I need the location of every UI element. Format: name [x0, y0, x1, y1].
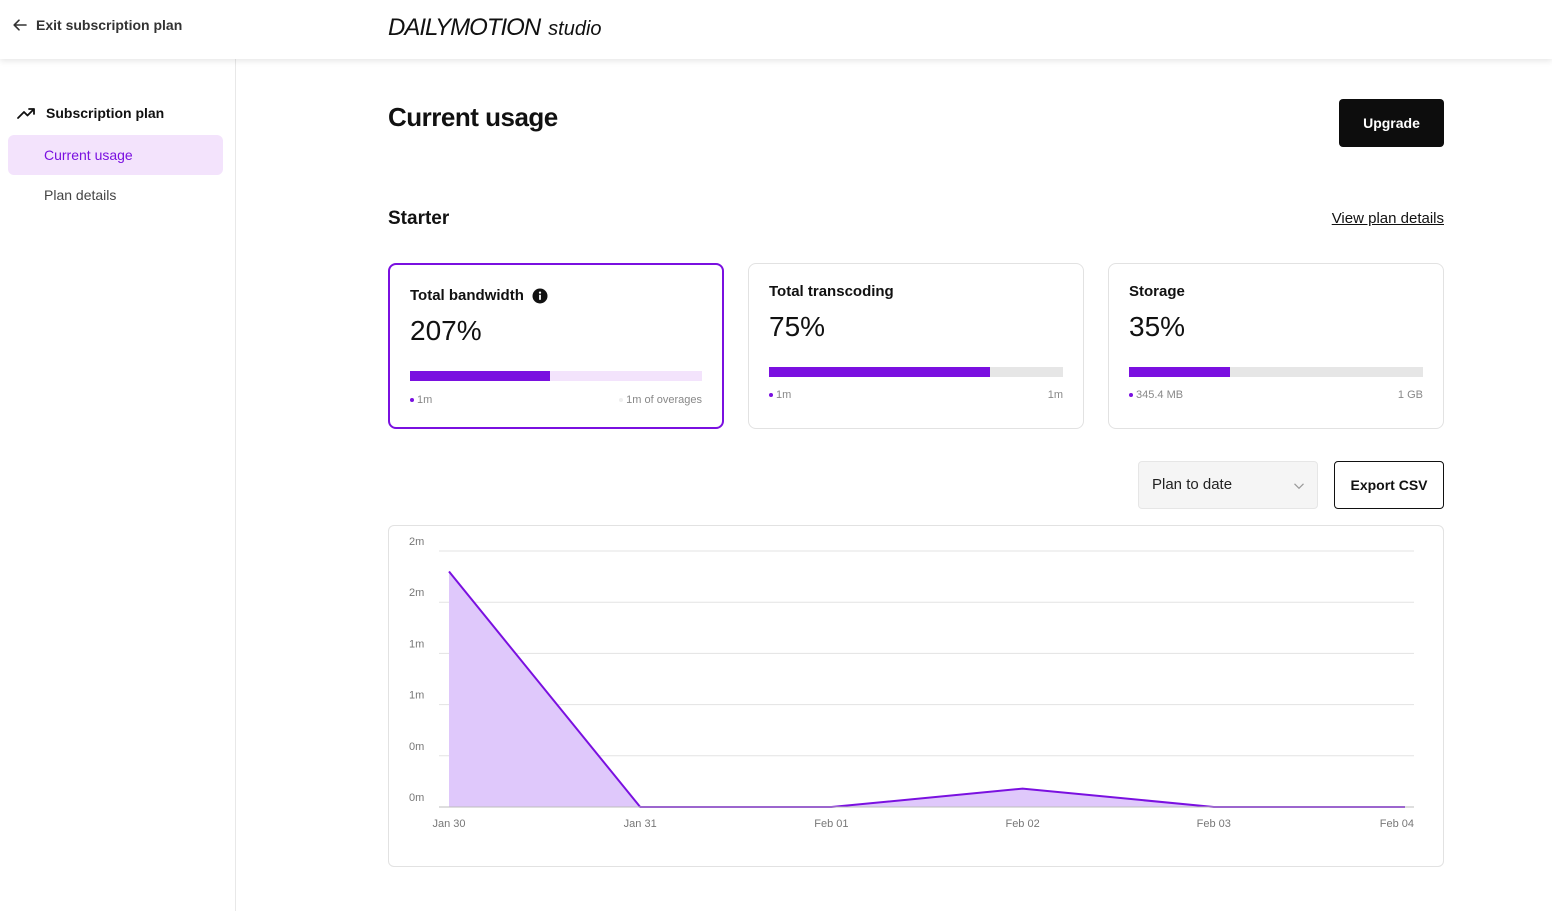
arrow-left-icon [13, 19, 27, 31]
bandwidth-chart: 0m 0m 1m 1m 2m 2m Jan 30 Jan 31 Feb 01 Feb 02 Feb… [388, 525, 1444, 867]
x-tick-label: Feb 01 [814, 818, 848, 830]
card-value: 35% [1129, 311, 1186, 342]
legend-dot [769, 393, 773, 397]
trending-up-icon [17, 108, 35, 119]
sidebar-item-current-usage[interactable]: Current usage [8, 135, 223, 175]
usage-progress-fill [410, 371, 551, 381]
x-tick-label: Feb 03 [1197, 818, 1231, 830]
legend-dot [410, 398, 414, 402]
chevron-down-icon [1294, 483, 1304, 490]
card-title-row: Total bandwidth [410, 287, 548, 304]
sidebar-item-plan-details[interactable]: Plan details [8, 175, 223, 215]
page-title: Current usage [388, 102, 558, 132]
sidebar-item-label: Plan details [44, 187, 117, 203]
sidebar-section-subscription-plan: Subscription plan [16, 103, 164, 123]
legend-dot-light [619, 398, 624, 402]
card-value: 75% [769, 311, 826, 342]
usage-progress-fill [1129, 367, 1231, 377]
y-tick-label: 2m [409, 536, 424, 548]
card-value: 207% [410, 315, 482, 346]
view-plan-details-link[interactable]: View plan details [1331, 210, 1444, 227]
card-right-text: 1 GB [1397, 389, 1423, 401]
export-csv-button[interactable]: Export CSV [1334, 461, 1444, 509]
card-left-text: 1m [417, 394, 433, 406]
info-icon[interactable] [532, 288, 548, 304]
logo-sub-text: studio [548, 18, 602, 40]
card-limit-label: 1m of overages [619, 394, 702, 406]
usage-card-transcoding[interactable]: Total transcoding 75% 1m 1m [748, 263, 1084, 429]
card-limit-label: 1 GB [1398, 389, 1423, 401]
chart-svg: 0m 0m 1m 1m 2m 2m Jan 30 Jan 31 Feb 01 Feb 02 Feb… [409, 536, 1414, 830]
dailymotion-studio-logo[interactable]: DAILYMOTION studio [388, 14, 602, 42]
top-bar: Exit subscription plan DAILYMOTION studi… [0, 0, 1552, 59]
card-right-text: 1m [1047, 389, 1063, 401]
usage-progress-bar [769, 367, 1063, 377]
usage-card-bandwidth[interactable]: Total bandwidth 207% 1m 1m of overages [388, 263, 724, 429]
card-title-row: Storage [1129, 283, 1185, 300]
sidebar: Subscription plan Current usage Plan det… [0, 59, 236, 911]
sidebar-section-label: Subscription plan [46, 105, 165, 121]
card-usage-label: 345.4 MB [1129, 389, 1183, 401]
card-limit-label: 1m [1048, 389, 1063, 401]
usage-progress-bar [1129, 367, 1423, 377]
exit-subscription-label: Exit subscription plan [36, 17, 183, 33]
card-right-text: 1m of overages [626, 394, 702, 406]
card-usage-label: 1m [769, 389, 791, 401]
legend-dot [1129, 393, 1133, 397]
sidebar-item-label: Current usage [44, 147, 133, 163]
card-usage-label: 1m [410, 394, 432, 406]
y-tick-label: 0m [409, 792, 424, 804]
x-axis-ticks: Jan 30 Jan 31 Feb 01 Feb 02 Feb 03 Feb 04 [432, 818, 1414, 830]
date-range-value: Plan to date [1152, 476, 1233, 493]
logo-main-text: DAILYMOTION [388, 14, 541, 41]
y-axis-ticks: 0m 0m 1m 1m 2m 2m [409, 536, 424, 804]
card-left-text: 1m [776, 389, 792, 401]
x-tick-label: Feb 04 [1380, 818, 1414, 830]
upgrade-button[interactable]: Upgrade [1339, 99, 1444, 147]
chart-area [449, 571, 1405, 807]
x-tick-label: Feb 02 [1005, 818, 1039, 830]
plan-name: Starter [388, 208, 450, 229]
date-range-select[interactable]: Plan to date [1138, 461, 1318, 509]
card-left-text: 345.4 MB [1136, 389, 1184, 401]
card-title: Total bandwidth [410, 287, 524, 304]
card-title-row: Total transcoding [769, 283, 894, 300]
y-tick-label: 2m [409, 587, 424, 599]
usage-card-storage[interactable]: Storage 35% 345.4 MB 1 GB [1108, 263, 1444, 429]
y-tick-label: 1m [409, 638, 424, 650]
x-tick-label: Jan 30 [432, 818, 465, 830]
exit-subscription-link[interactable]: Exit subscription plan [12, 17, 182, 33]
card-title: Storage [1129, 283, 1185, 300]
y-tick-label: 1m [409, 690, 424, 702]
y-tick-label: 0m [409, 741, 424, 753]
usage-progress-bar [410, 371, 702, 381]
usage-progress-fill [769, 367, 990, 377]
x-tick-label: Jan 31 [624, 818, 657, 830]
card-title: Total transcoding [769, 283, 894, 300]
